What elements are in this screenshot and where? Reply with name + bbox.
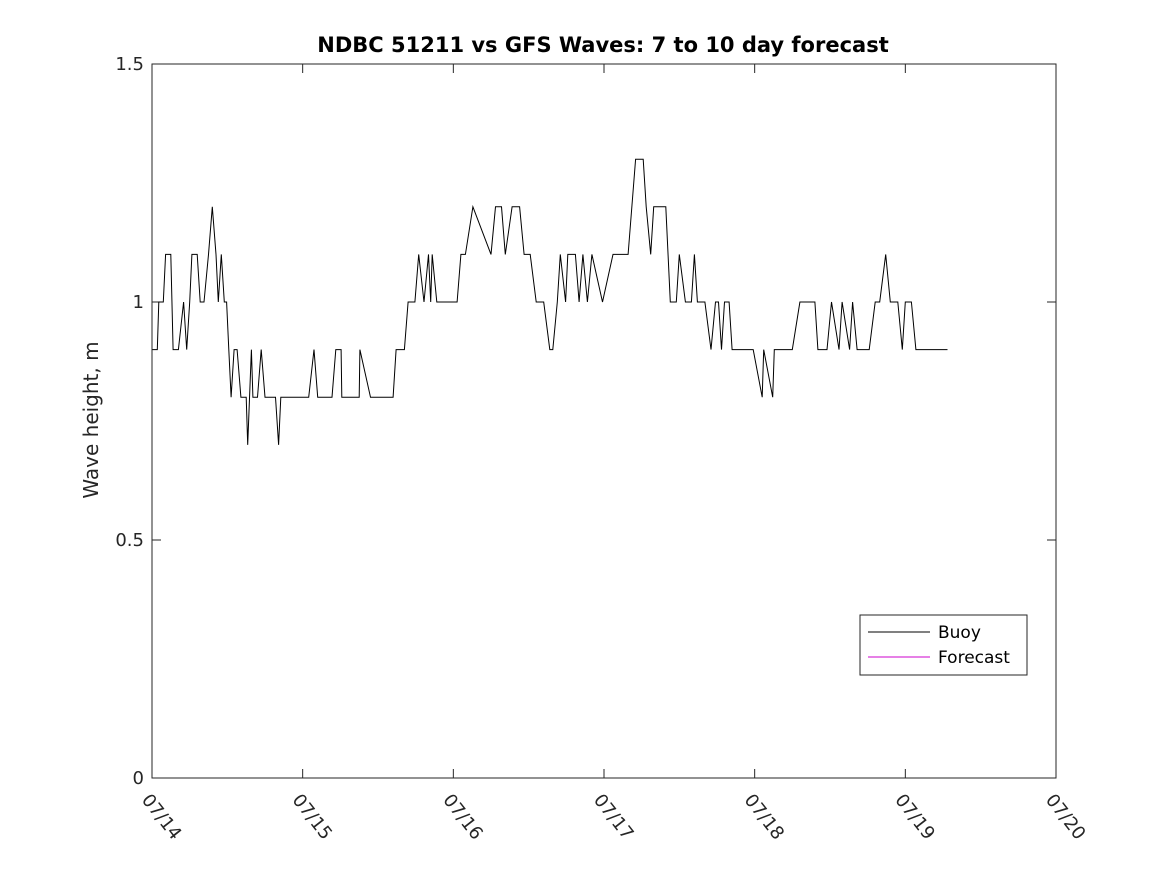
series-line-buoy [152, 158, 948, 445]
series-layer [152, 158, 948, 445]
legend-label-buoy: Buoy [938, 623, 981, 643]
y-axis-label: Wave height, m [79, 341, 103, 498]
y-tick-label: 0.5 [115, 530, 144, 551]
y-tick-label: 1 [133, 292, 144, 313]
legend-label-forecast: Forecast [938, 648, 1010, 668]
plot-frame [151, 63, 1057, 779]
y-tick-label: 0 [133, 768, 144, 789]
y-tick-label: 1.5 [115, 54, 144, 75]
chart-title: NDBC 51211 vs GFS Waves: 7 to 10 day for… [317, 33, 888, 57]
legend-box [859, 614, 1028, 676]
legend: Buoy Forecast [859, 614, 1028, 676]
